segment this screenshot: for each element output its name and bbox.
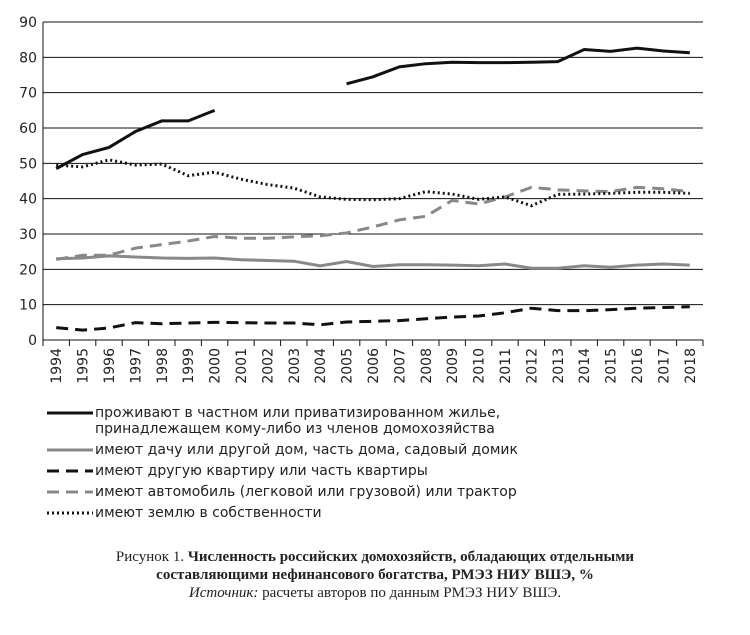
- legend-item: имеют автомобиль (легковой или грузовой)…: [45, 484, 605, 500]
- y-tick-label: 70: [19, 86, 37, 102]
- x-tick-label: 1998: [155, 348, 171, 384]
- x-tick-label: 2005: [340, 348, 356, 384]
- figure-label: Рисунок 1.: [115, 549, 185, 565]
- series-line: [56, 158, 690, 208]
- legend-label: проживают в частном или приватизированно…: [95, 405, 501, 437]
- x-tick-label: 2014: [577, 348, 593, 384]
- x-tick-label: 2006: [366, 348, 382, 384]
- x-tick-label: 1994: [49, 348, 65, 384]
- y-tick-label: 60: [19, 121, 37, 137]
- y-tick-label: 50: [19, 156, 37, 172]
- legend-swatch: [47, 448, 93, 452]
- legend-item: проживают в частном или приватизированно…: [45, 405, 605, 437]
- legend-item: имеют другую квартиру или часть квартиры: [45, 463, 605, 479]
- title: Численность российских домохозяйств, обл…: [156, 549, 635, 583]
- legend-label: имеют землю в собственности: [95, 505, 322, 521]
- x-tick-label: 2004: [313, 348, 329, 384]
- series-line: [55, 46, 690, 170]
- caption-title: Рисунок 1. Численность российских домохо…: [115, 548, 635, 584]
- source: расчеты авторов по данным РМЭЗ НИУ ВШЭ.: [262, 585, 562, 601]
- source-label: Источник:: [188, 585, 259, 601]
- x-tick-label: 2016: [630, 348, 646, 384]
- legend-label: имеют дачу или другой дом, часть дома, с…: [95, 442, 518, 458]
- legend-swatch: [47, 411, 93, 415]
- x-tick-label: 2017: [656, 348, 672, 384]
- y-tick-label: 80: [19, 50, 37, 66]
- x-tick-label: 1995: [76, 348, 92, 384]
- legend-item: имеют землю в собственности: [45, 505, 605, 521]
- x-tick-label: 2012: [524, 348, 540, 384]
- x-tick-label: 2007: [392, 348, 408, 384]
- y-tick-label: 40: [19, 192, 37, 208]
- legend-label: имеют другую квартиру или часть квартиры: [95, 463, 428, 479]
- y-tick-label: 90: [19, 15, 37, 31]
- source-line: Источник: расчеты авторов по данным РМЭЗ…: [0, 584, 750, 602]
- y-tick-label: 10: [19, 298, 37, 314]
- x-tick-label: 1999: [181, 348, 197, 384]
- legend-item: имеют дачу или другой дом, часть дома, с…: [45, 442, 605, 458]
- x-tick-label: 2002: [260, 348, 276, 384]
- caption: Рисунок 1. Численность российских домохо…: [0, 548, 750, 602]
- chart: 0 10 20 30 40 50 60 70 80 90 1994 1995 1996 1997 1998 1…: [19, 15, 704, 384]
- series-line: [56, 305, 690, 332]
- legend: проживают в частном или приватизированно…: [45, 405, 605, 526]
- x-tick-label: 2001: [234, 348, 250, 384]
- x-tick-label: 2013: [551, 348, 567, 384]
- y-tick-label: 30: [19, 227, 37, 243]
- x-tick-label: 1996: [102, 348, 118, 384]
- x-tick-label: 2018: [683, 348, 699, 384]
- series-line: [56, 254, 690, 270]
- x-tick-label: 2010: [472, 348, 488, 384]
- x-tick-label: 2000: [208, 348, 224, 384]
- y-tick-label: 20: [19, 262, 37, 278]
- legend-label: имеют автомобиль (легковой или грузовой)…: [95, 484, 517, 500]
- x-tick-label: 2015: [604, 348, 620, 384]
- x-tick-label: 1997: [128, 348, 144, 384]
- legend-swatch: [47, 490, 93, 494]
- x-tick-label: 2009: [445, 348, 461, 384]
- x-tick-label: 2011: [498, 348, 514, 384]
- legend-swatch: [47, 511, 93, 515]
- y-tick-label: 0: [28, 333, 37, 349]
- series-line: [55, 185, 690, 261]
- x-tick-label: 2003: [287, 348, 303, 384]
- x-tick-label: 2008: [419, 348, 435, 384]
- legend-swatch: [47, 469, 93, 473]
